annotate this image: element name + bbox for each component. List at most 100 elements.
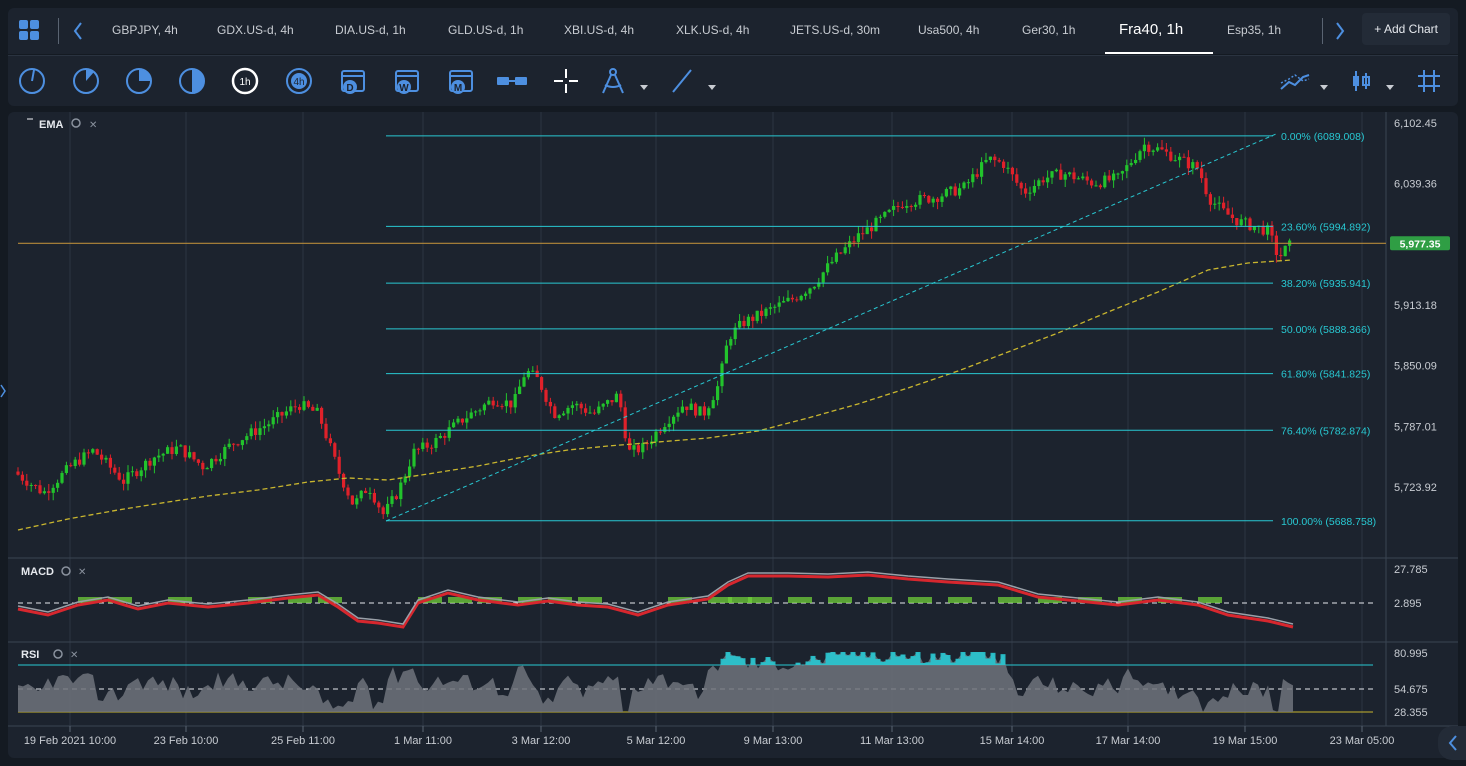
- candle-body: [122, 479, 126, 484]
- candle: [724, 340, 728, 364]
- candle: [452, 419, 456, 428]
- candle: [95, 448, 99, 456]
- rsi-overbought-fill: [870, 652, 876, 665]
- layout-grid-icon[interactable]: [18, 19, 40, 41]
- trendline-icon[interactable]: [668, 66, 698, 96]
- candle-body: [672, 416, 676, 424]
- candle: [183, 445, 187, 462]
- candle: [562, 410, 566, 417]
- candle: [346, 484, 350, 500]
- candle: [223, 444, 227, 467]
- candle: [416, 447, 420, 455]
- range-icon[interactable]: [495, 66, 529, 96]
- clock-5m-icon[interactable]: [71, 66, 101, 96]
- rsi-overbought-fill: [965, 656, 971, 665]
- candlestick-series: [16, 137, 1292, 519]
- candle: [623, 401, 627, 442]
- candle-body: [548, 401, 552, 407]
- candle: [1169, 146, 1173, 162]
- candle: [680, 400, 684, 414]
- candle: [491, 396, 495, 409]
- tab-usa500[interactable]: Usa500, 4h: [918, 23, 980, 37]
- candle-body: [562, 413, 566, 416]
- candle-body: [799, 295, 803, 301]
- chart-type-icon[interactable]: [1346, 66, 1376, 96]
- candle: [764, 307, 768, 319]
- candle: [729, 336, 733, 350]
- clock-1h-icon[interactable]: 1h: [230, 66, 260, 96]
- candle-body: [443, 435, 447, 438]
- candle: [1116, 172, 1120, 180]
- candle: [1230, 207, 1234, 224]
- candle-body: [922, 195, 926, 197]
- candle: [812, 286, 816, 290]
- trendline-dropdown-icon[interactable]: [708, 78, 716, 96]
- tab-dia[interactable]: DIA.US-d, 1h: [335, 23, 406, 37]
- calendar-month-icon[interactable]: M: [446, 66, 476, 96]
- expand-panel-button[interactable]: [1438, 726, 1466, 760]
- candle: [1191, 159, 1195, 175]
- candle-body: [1195, 162, 1199, 169]
- indicators-dropdown-icon[interactable]: [1320, 78, 1328, 96]
- rsi-axis-label: 54.675: [1394, 684, 1428, 696]
- candle: [856, 226, 860, 248]
- calendar-week-icon[interactable]: W: [392, 66, 422, 96]
- price-chart-svg[interactable]: 0.00% (6089.008) 23.60% (5994.892) 38.20% …: [8, 112, 1458, 758]
- tab-xlk[interactable]: XLK.US-d, 4h: [676, 23, 750, 37]
- candle: [29, 482, 33, 492]
- rsi-overbought-fill: [925, 662, 931, 665]
- candle: [412, 443, 416, 469]
- tab-fra40[interactable]: Fra40, 1h: [1105, 8, 1213, 54]
- candle-body: [777, 302, 781, 307]
- time-axis-label: 23 Feb 10:00: [154, 735, 219, 747]
- tab-esp35[interactable]: Esp35, 1h: [1227, 23, 1282, 37]
- tab-xbi[interactable]: XBI.US-d, 4h: [564, 23, 635, 37]
- macd-axis-label: 2.895: [1394, 598, 1422, 610]
- drawing-tools-dropdown-icon[interactable]: [640, 78, 648, 96]
- candle: [166, 445, 170, 454]
- crosshair-icon[interactable]: [551, 66, 581, 96]
- macd-histogram-bar: [828, 597, 852, 603]
- candle: [918, 190, 922, 209]
- rsi-overbought-fill: [955, 658, 961, 665]
- candle: [755, 310, 759, 324]
- tab-gbpjpy[interactable]: GBPJPY, 4h: [112, 23, 178, 37]
- candle: [601, 403, 605, 411]
- clock-15m-icon[interactable]: [124, 66, 154, 96]
- tab-gdx[interactable]: GDX.US-d, 4h: [217, 23, 294, 37]
- candle-body: [386, 503, 390, 515]
- tab-jets[interactable]: JETS.US-d, 30m: [790, 23, 881, 37]
- candle: [698, 406, 702, 416]
- candle-body: [188, 452, 192, 458]
- candle: [663, 423, 667, 434]
- candle-body: [958, 188, 962, 196]
- candle: [544, 387, 548, 406]
- candle-body: [100, 454, 104, 460]
- price-axis-label: 5,787.01: [1394, 421, 1437, 433]
- candle-body: [16, 471, 20, 475]
- tabs-scroll-left-icon[interactable]: [72, 21, 84, 46]
- calendar-day-icon[interactable]: D: [338, 66, 368, 96]
- clock-30m-icon[interactable]: [177, 66, 207, 96]
- drawing-tools-icon[interactable]: [598, 66, 628, 96]
- candle-body: [249, 428, 253, 437]
- clock-1m-icon[interactable]: [17, 66, 47, 96]
- candle-body: [245, 436, 249, 441]
- tab-ger30[interactable]: Ger30, 1h: [1022, 23, 1076, 37]
- candle: [636, 442, 640, 456]
- chart-type-dropdown-icon[interactable]: [1386, 78, 1394, 96]
- candle-body: [359, 490, 363, 499]
- grid-layout-icon[interactable]: [1414, 66, 1444, 96]
- candle-body: [324, 423, 328, 439]
- left-panel-handle-icon[interactable]: [0, 384, 6, 403]
- candle: [1204, 172, 1208, 197]
- chart-container[interactable]: 0.00% (6089.008) 23.60% (5994.892) 38.20% …: [8, 112, 1458, 758]
- clock-4h-icon[interactable]: 4h: [284, 66, 314, 96]
- tabs-scroll-right-icon[interactable]: [1334, 21, 1346, 46]
- add-chart-button[interactable]: + Add Chart: [1362, 13, 1450, 45]
- tab-gld[interactable]: GLD.US-d, 1h: [448, 23, 524, 37]
- macd-histogram-bar: [708, 597, 732, 603]
- indicators-icon[interactable]: [1278, 66, 1312, 96]
- candle: [852, 236, 856, 247]
- candle: [535, 365, 539, 378]
